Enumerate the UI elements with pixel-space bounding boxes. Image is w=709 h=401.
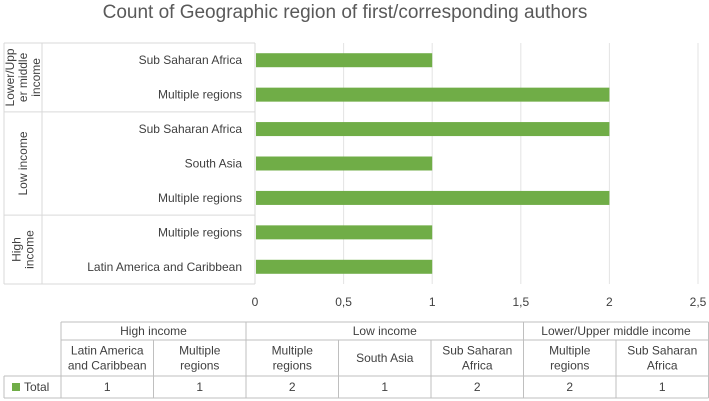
bar [256,190,610,205]
table-value: 2 [474,380,481,394]
table-group-header: Lower/Upper middle income [541,324,691,338]
group-label: Low income [16,131,30,195]
table-category-header: Sub Saharan Africa [627,344,697,373]
table-value: 1 [659,380,666,394]
table-value: 1 [104,380,111,394]
table-category-header: Multiple regions [549,344,591,373]
category-label: Latin America and Caribbean [87,260,242,274]
table-group-header: High income [120,324,187,338]
table-category-header: Sub Saharan Africa [442,344,512,373]
category-label: Sub Saharan Africa [139,53,243,67]
category-label: South Asia [185,157,243,171]
legend-swatch [12,383,20,391]
group-label: Lower/Upper middleincome [3,48,43,106]
x-tick-label: 0 [252,295,259,309]
bar [256,156,433,171]
table-category-header: Multiple regions [272,344,314,373]
table-category-header: Latin America and Caribbean [68,344,147,373]
table-category-header: South Asia [356,351,414,365]
bar [256,225,433,240]
group-label: Highincome [10,230,37,269]
bar [256,259,433,274]
chart-title: Count of Geographic region of first/corr… [103,2,588,23]
x-tick-label: 2 [606,295,613,309]
x-tick-label: 2,5 [690,295,707,309]
table-value: 1 [196,380,203,394]
category-label: Sub Saharan Africa [139,122,243,136]
x-tick-label: 1 [429,295,436,309]
bar [256,122,610,137]
bar [256,53,433,68]
category-label: Multiple regions [158,191,242,205]
table-value: 1 [381,380,388,394]
table-value: 2 [289,380,296,394]
legend-label: Total [24,380,49,394]
table-category-header: Multiple regions [179,344,221,373]
category-label: Multiple regions [158,88,242,102]
table-group-header: Low income [353,324,417,338]
bar [256,87,610,102]
category-label: Multiple regions [158,225,242,239]
table-value: 2 [566,380,573,394]
x-tick-label: 0,5 [335,295,352,309]
x-tick-label: 1,5 [512,295,529,309]
